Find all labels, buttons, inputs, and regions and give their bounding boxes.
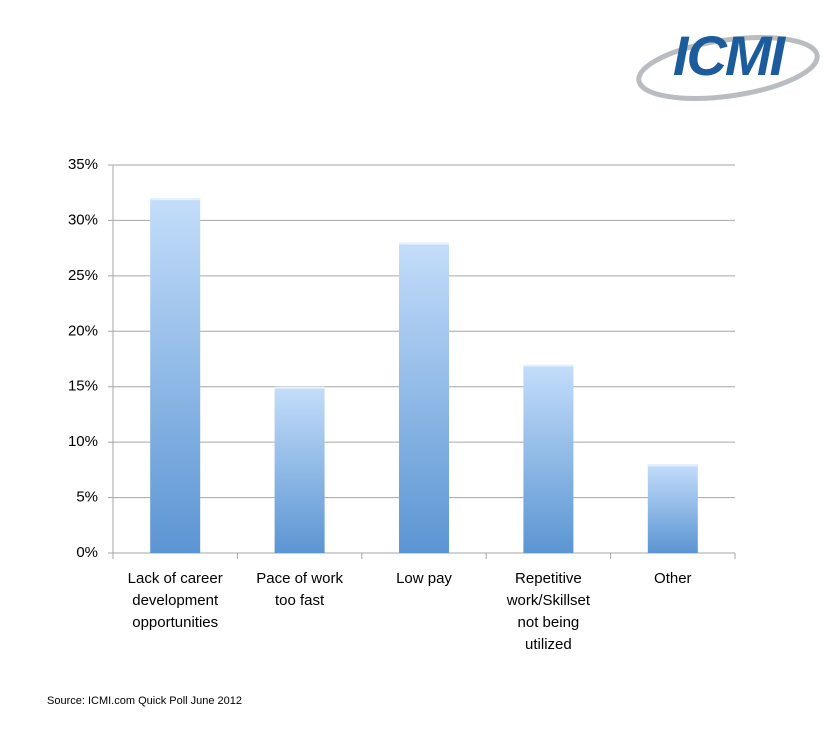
x-tick-label: Pace of work too fast: [256, 570, 343, 609]
source-note: Source: ICMI.com Quick Poll June 2012: [47, 695, 242, 707]
bar: [399, 242, 449, 553]
y-tick-label: 5%: [76, 489, 98, 506]
y-tick-label: 0%: [76, 544, 98, 561]
logo: ICMI: [636, 24, 820, 101]
bar: [647, 464, 698, 553]
x-tick-label: Repetitive work/Skillset not being utilized: [506, 570, 591, 653]
x-tick-label: Other: [654, 570, 692, 587]
logo-text: ICMI: [673, 24, 787, 87]
bar: [150, 198, 201, 553]
y-tick-label: 35%: [68, 156, 98, 173]
x-tick-label: Low pay: [396, 570, 452, 587]
y-tick-label: 25%: [68, 267, 98, 284]
logo-swoosh: [636, 35, 820, 101]
bar: [274, 386, 325, 553]
x-tick-label: Lack of career development opportunities: [128, 570, 223, 631]
y-tick-label: 10%: [68, 433, 98, 450]
y-tick-label: 15%: [68, 378, 98, 395]
bar: [523, 364, 574, 553]
y-tick-label: 20%: [68, 322, 98, 339]
y-tick-label: 30%: [68, 211, 98, 228]
